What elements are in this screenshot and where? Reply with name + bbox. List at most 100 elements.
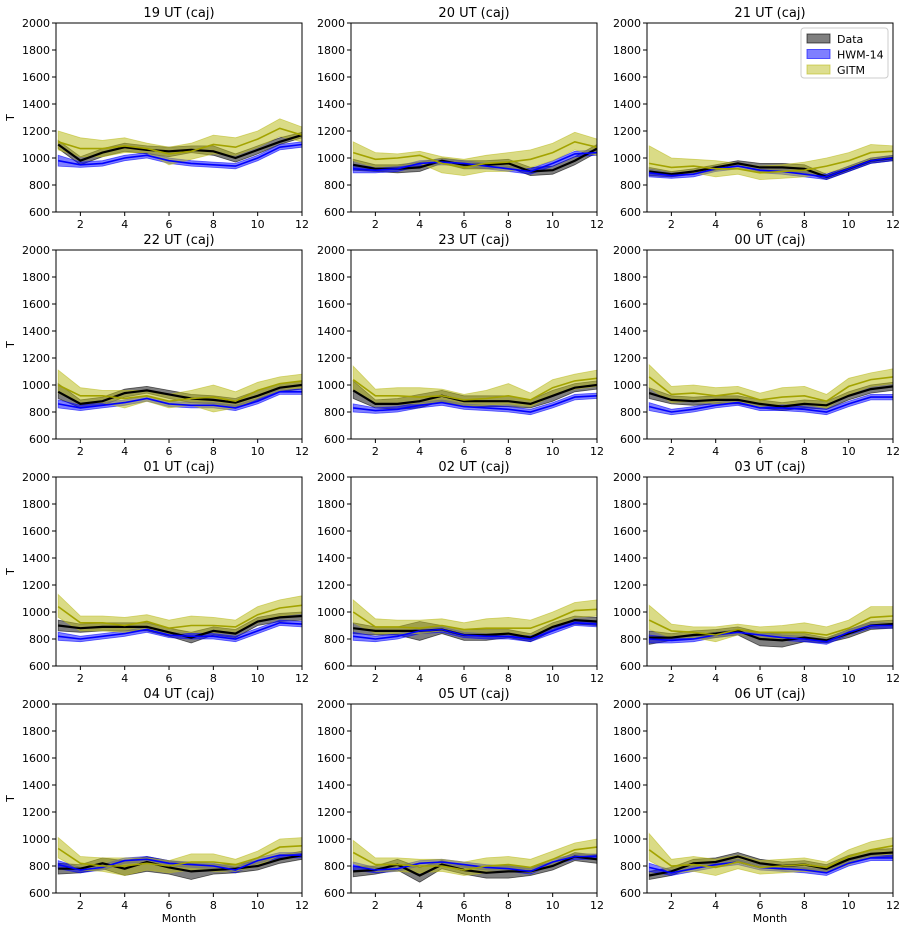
y-tick-label: 800	[620, 406, 641, 419]
y-tick-label: 2000	[317, 698, 345, 711]
panel-title: 23 UT (caj)	[438, 233, 509, 248]
x-tick-label: 10	[251, 899, 265, 912]
line-gitm	[648, 615, 893, 636]
x-tick-label: 12	[886, 218, 900, 231]
x-axis-label: Month	[162, 912, 197, 925]
panel-title: 22 UT (caj)	[143, 233, 214, 248]
x-tick-label: 10	[251, 445, 265, 458]
y-tick-label: 1600	[317, 298, 345, 311]
axes-frame	[646, 476, 894, 667]
y-tick-label: 1400	[317, 779, 345, 792]
plot-content	[648, 363, 893, 416]
panel: 2 4 6 8 10 12 600 800 1000 1200 1400 1600 1800 2000 00…	[613, 233, 900, 458]
x-tick-label: 12	[886, 899, 900, 912]
line-data	[649, 623, 893, 642]
x-tick-label: 6	[757, 899, 764, 912]
y-tick-label: 1600	[22, 71, 50, 84]
line-hwm-14	[649, 157, 893, 178]
x-tick-label: 12	[295, 899, 309, 912]
line-hwm-14	[353, 855, 597, 873]
y-tick-label: 1200	[22, 352, 50, 365]
plot-content	[352, 838, 597, 883]
plot-area	[351, 23, 597, 212]
y-tick-label: 1000	[613, 606, 641, 619]
axes-frame	[350, 476, 598, 667]
y-tick-label: 600	[29, 660, 50, 673]
x-tick-label: 12	[886, 672, 900, 685]
y-tick-label: 600	[620, 206, 641, 219]
y-tick-label: 1800	[317, 271, 345, 284]
line-gitm	[352, 377, 597, 401]
x-tick-label: 10	[842, 899, 856, 912]
line-hwm-14	[649, 857, 893, 874]
x-tick-label: 12	[295, 218, 309, 231]
x-tick-label: 10	[546, 899, 560, 912]
y-tick-label: 1600	[613, 525, 641, 538]
panel: 2 4 6 8 10 12 600 800 1000 1200 1400 1600 1800 2000 04…	[4, 687, 309, 925]
y-tick-label: 800	[324, 406, 345, 419]
x-tick-label: 6	[166, 445, 173, 458]
panel: 2 4 6 8 10 12 600 800 1000 1200 1400 1600 1800 2000 20…	[317, 6, 604, 231]
y-tick-label: 1400	[22, 325, 50, 338]
x-tick-label: 4	[416, 445, 423, 458]
panel: 2 4 6 8 10 12 600 800 1000 1200 1400 1600 1800 2000 02…	[317, 460, 604, 685]
y-axis-label: T	[4, 795, 17, 803]
panel: 2 4 6 8 10 12 600 800 1000 1200 1400 1600 1800 2000 01…	[4, 460, 309, 685]
plot-content	[648, 144, 893, 181]
x-tick-label: 6	[166, 672, 173, 685]
y-tick-label: 2000	[613, 698, 641, 711]
legend-label: Data	[837, 33, 863, 46]
axes-frame	[55, 249, 303, 440]
y-tick-label: 800	[620, 179, 641, 192]
x-tick-label: 8	[505, 218, 512, 231]
x-tick-label: 10	[546, 218, 560, 231]
y-tick-label: 1400	[613, 98, 641, 111]
plot-content	[57, 593, 302, 644]
y-tick-label: 1000	[317, 379, 345, 392]
x-tick-label: 8	[801, 218, 808, 231]
y-tick-label: 1800	[22, 498, 50, 511]
y-tick-label: 1600	[613, 752, 641, 765]
y-tick-label: 1000	[613, 152, 641, 165]
y-tick-label: 1400	[22, 98, 50, 111]
y-tick-label: 1000	[22, 833, 50, 846]
plot-area	[56, 250, 302, 439]
axes-frame	[55, 22, 303, 213]
x-tick-label: 10	[251, 672, 265, 685]
y-tick-label: 600	[29, 206, 50, 219]
line-hwm-14	[353, 395, 597, 413]
x-tick-label: 8	[505, 672, 512, 685]
x-tick-label: 8	[801, 672, 808, 685]
line-gitm	[648, 845, 893, 869]
plot-content	[352, 131, 597, 177]
y-tick-label: 1400	[613, 779, 641, 792]
y-tick-label: 800	[29, 406, 50, 419]
plot-content	[57, 836, 302, 880]
y-tick-label: 600	[620, 660, 641, 673]
y-tick-label: 600	[620, 887, 641, 900]
x-tick-label: 12	[295, 672, 309, 685]
panel-title: 20 UT (caj)	[438, 6, 509, 21]
x-tick-label: 12	[590, 899, 604, 912]
y-tick-label: 1800	[613, 271, 641, 284]
line-gitm	[57, 380, 302, 403]
line-data	[57, 383, 302, 406]
y-tick-label: 600	[620, 433, 641, 446]
axes-frame	[646, 249, 894, 440]
y-tick-label: 1200	[613, 352, 641, 365]
x-tick-label: 4	[712, 445, 719, 458]
y-tick-label: 800	[29, 179, 50, 192]
x-tick-label: 8	[801, 899, 808, 912]
plot-content	[648, 832, 893, 880]
axes-frame	[350, 22, 598, 213]
x-tick-label: 8	[505, 899, 512, 912]
plot-content	[57, 369, 302, 413]
x-tick-label: 8	[210, 445, 217, 458]
y-tick-label: 2000	[613, 244, 641, 257]
y-tick-label: 1800	[22, 271, 50, 284]
x-tick-label: 2	[372, 218, 379, 231]
y-tick-label: 1200	[22, 125, 50, 138]
x-tick-label: 10	[546, 672, 560, 685]
y-tick-label: 600	[29, 433, 50, 446]
